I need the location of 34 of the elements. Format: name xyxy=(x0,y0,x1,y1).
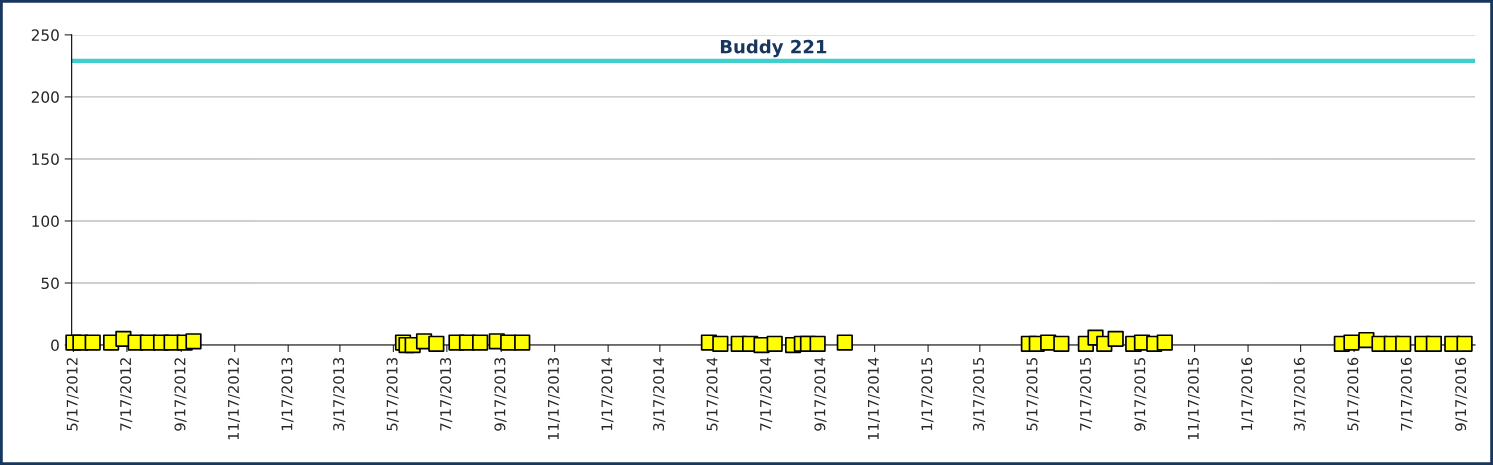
y-tick-label: 100 xyxy=(32,215,59,227)
x-tick-label: 1/17/2016 xyxy=(1241,357,1254,431)
x-tick-label: 7/17/2012 xyxy=(120,358,133,431)
x-tick-label: 9/17/2015 xyxy=(1134,358,1147,431)
y-tick-label: 250 xyxy=(31,29,59,41)
x-tick-label: 1/17/2015 xyxy=(921,358,934,431)
x-tick-label: 9/17/2013 xyxy=(494,358,507,431)
x-tick-label: 3/17/2015 xyxy=(973,358,986,431)
x-tick-label: 1/17/2014 xyxy=(601,357,614,431)
chart-title: Buddy 221 xyxy=(720,39,827,58)
x-tick-label: 9/17/2012 xyxy=(174,358,187,431)
x-tick-label: 11/17/2015 xyxy=(1187,358,1200,440)
x-tick-label: 7/17/2013 xyxy=(440,358,453,431)
x-tick-label: 7/17/2015 xyxy=(1079,358,1093,431)
x-tick-label: 5/17/2012 xyxy=(66,358,79,431)
x-tick-label: 5/17/2016 xyxy=(1347,357,1360,431)
x-tick-label: 7/17/2016 xyxy=(1400,357,1413,431)
x-tick-label: 11/17/2013 xyxy=(547,358,561,440)
y-tick-label: 150 xyxy=(32,153,59,165)
y-tick-label: 200 xyxy=(31,91,59,103)
y-tick-label: 50 xyxy=(41,277,59,290)
x-tick-label: 1/17/2013 xyxy=(281,358,294,431)
x-tick-label: 3/17/2013 xyxy=(333,358,346,431)
x-tick-label: 9/17/2014 xyxy=(814,357,827,431)
x-tick-label: 5/17/2014 xyxy=(706,357,719,431)
x-tick-label: 3/17/2016 xyxy=(1293,357,1307,431)
y-tick-label: 0 xyxy=(51,339,59,352)
x-tick-label: 9/17/2016 xyxy=(1455,357,1468,431)
x-tick-label: 5/17/2013 xyxy=(386,358,399,431)
x-tick-label: 3/17/2014 xyxy=(653,357,666,431)
x-tick-label: 5/17/2015 xyxy=(1026,358,1039,431)
x-tick-label: 11/17/2012 xyxy=(227,358,241,440)
x-tick-label: 11/17/2014 xyxy=(867,357,880,440)
x-tick-label: 7/17/2014 xyxy=(760,357,773,431)
